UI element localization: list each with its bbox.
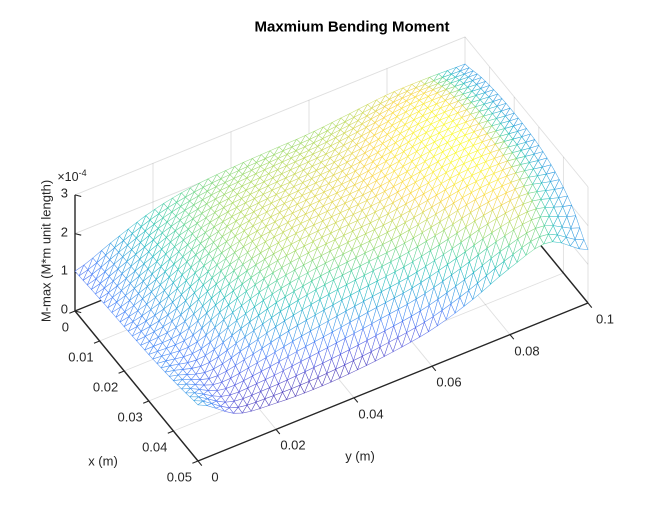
y-tick-label: 0.06 <box>436 374 462 390</box>
y-tick-label: 0.02 <box>280 437 306 453</box>
y-tick-label: 0.04 <box>358 406 384 422</box>
x-tick-label: 0 <box>61 319 69 335</box>
plot-title: Maxmium Bending Moment <box>254 18 450 36</box>
z-exponent-base: ×10 <box>57 170 79 185</box>
x-tick-label: 0.05 <box>166 469 192 485</box>
z-axis-exponent: ×10-4 <box>57 168 86 184</box>
x-tick-label: 0.04 <box>142 439 168 455</box>
x-tick-label: 0.03 <box>117 409 143 425</box>
y-tick-label: 0.08 <box>514 343 540 359</box>
y-tick-label: 0 <box>211 469 219 485</box>
z-tick-label: 1 <box>60 262 68 278</box>
y-tick-label: 0.1 <box>595 311 615 327</box>
z-tick-label: 2 <box>60 224 68 240</box>
z-tick-label: 3 <box>60 185 68 201</box>
z-exponent-power: -4 <box>78 167 87 178</box>
x-tick-label: 0.02 <box>92 379 119 395</box>
x-axis-label: x (m) <box>88 453 118 469</box>
z-axis-label: M-max (M*m unit length) <box>38 179 54 323</box>
z-tick-label: 0 <box>60 301 68 317</box>
x-tick-label: 0.01 <box>68 349 94 365</box>
y-axis-label: y (m) <box>345 448 375 464</box>
